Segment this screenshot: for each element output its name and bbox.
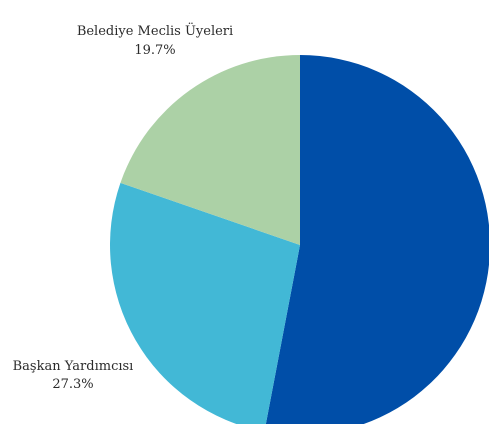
pie-slice-2 <box>120 55 300 245</box>
slice-label-1: Başkan Yardımcısı <box>13 359 134 374</box>
slice-labels: Başkan Yardımcısı 27.3% Belediye Meclis Üy… <box>13 22 234 392</box>
pie-slice-0 <box>265 55 489 424</box>
slice-percent-2: 19.7% <box>134 43 175 58</box>
slice-label-2: Belediye Meclis Üyeleri <box>77 22 233 39</box>
slice-percent-1: 27.3% <box>52 377 93 392</box>
pie-slices <box>110 55 489 424</box>
pie-slice-1 <box>110 182 300 424</box>
